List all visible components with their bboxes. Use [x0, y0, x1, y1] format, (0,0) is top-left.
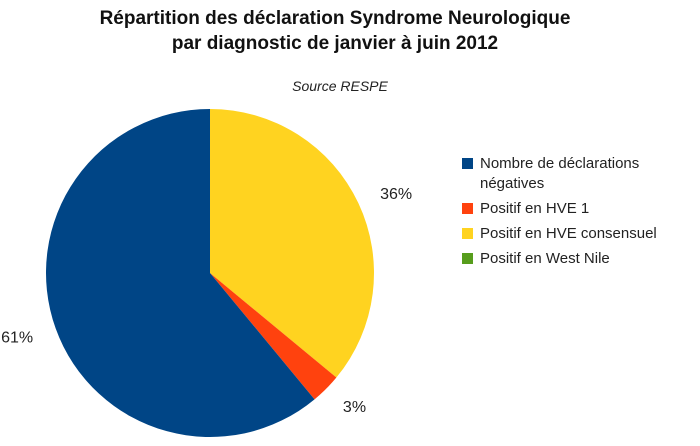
legend-swatch-hve-consensuel — [462, 228, 473, 239]
chart-title: Répartition des déclaration Syndrome Neu… — [0, 6, 670, 56]
legend-label-negatives-line1: Nombre de déclarations — [480, 155, 640, 172]
chart-subtitle: Source RESPE — [292, 78, 388, 94]
legend-label-west-nile: Positif en West Nile — [480, 250, 610, 267]
legend-label-negatives-line2: négatives — [480, 175, 545, 192]
pie-slice-hve1 — [210, 273, 337, 400]
legend-item-west-nile: Positif en West Nile — [462, 249, 698, 269]
legend-item-negatives: Nombre de déclarations négatives — [462, 154, 698, 194]
pie-label-hve1: 3% — [343, 399, 366, 416]
legend-swatch-negatives — [462, 158, 473, 169]
legend-item-hve-consensuel: Positif en HVE consensuel — [462, 224, 698, 244]
legend-label-hve-consensuel: Positif en HVE consensuel — [480, 225, 657, 242]
legend-swatch-hve1 — [462, 203, 473, 214]
pie-slice-negatives — [45, 109, 315, 437]
chart-title-line1: Répartition des déclaration Syndrome Neu… — [99, 8, 571, 29]
legend-label-hve1: Positif en HVE 1 — [480, 200, 590, 217]
legend-item-hve1: Positif en HVE 1 — [462, 199, 698, 219]
legend-swatch-west-nile — [462, 253, 473, 264]
pie-slice-hve-consensuel — [210, 109, 374, 378]
pie-label-hve-consensuel: 36% — [380, 186, 412, 203]
pie-label-negatives: 61% — [1, 330, 33, 347]
chart-title-line2: par diagnostic de janvier à juin 2012 — [171, 33, 499, 54]
legend: Nombre de déclarations négatives Positif… — [462, 154, 698, 274]
